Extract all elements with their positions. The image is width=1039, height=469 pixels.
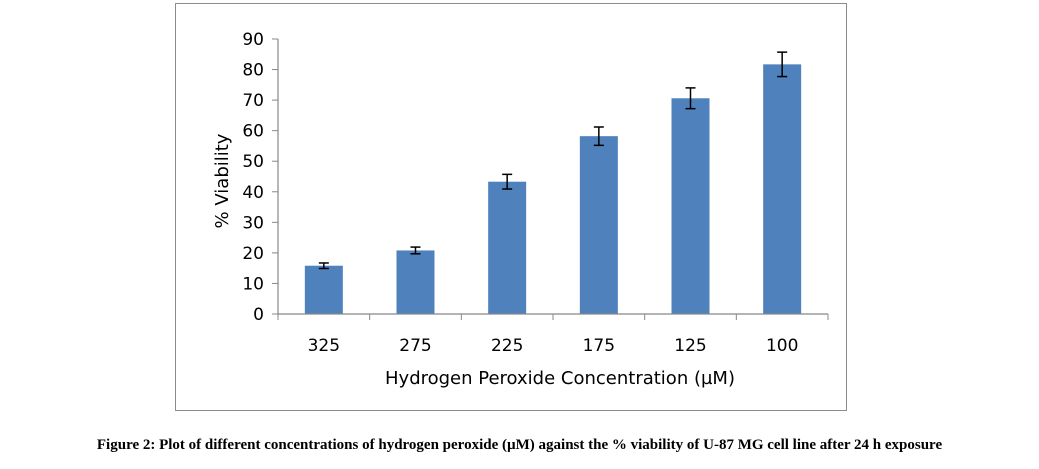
axes	[277, 39, 828, 315]
y-tick-label: 10	[242, 274, 264, 294]
y-axis-title: % Viability	[212, 133, 233, 228]
x-axis-ticks: 325 275 225 175 125 100	[277, 314, 829, 356]
bars	[304, 64, 802, 315]
bar	[763, 64, 802, 314]
y-tick-label: 20	[242, 244, 264, 264]
x-axis-title: Hydrogen Peroxide Concentration (µM)	[385, 368, 735, 389]
bar	[579, 136, 618, 314]
x-tick-label: 125	[674, 336, 706, 356]
y-tick-label: 90	[242, 30, 264, 50]
y-tick-label: 50	[242, 152, 264, 172]
y-tick-label: 40	[242, 183, 264, 203]
error-bars	[318, 51, 788, 270]
x-tick-label: 325	[308, 336, 340, 356]
chart-frame: 0 10 20 30 40 50 60 70 80 90 325 275 225 175 125 100 H…	[175, 3, 847, 411]
x-tick-label: 275	[399, 336, 431, 356]
x-tick-label: 175	[583, 336, 615, 356]
y-tick-label: 0	[253, 305, 264, 325]
figure-caption: Figure 2: Plot of different concentratio…	[96, 437, 943, 453]
bar	[396, 250, 435, 314]
bar-chart: 0 10 20 30 40 50 60 70 80 90 325 275 225 175 125 100 H…	[212, 30, 829, 389]
y-tick-label: 80	[242, 61, 264, 81]
bar	[304, 265, 343, 314]
bar	[671, 98, 710, 315]
y-axis-ticks: 0 10 20 30 40 50 60 70 80 90	[242, 30, 278, 325]
bar	[488, 181, 527, 314]
y-tick-label: 70	[242, 91, 264, 111]
x-tick-label: 100	[766, 336, 798, 356]
y-tick-label: 30	[242, 213, 264, 233]
x-tick-label: 225	[491, 336, 523, 356]
y-tick-label: 60	[242, 122, 264, 142]
